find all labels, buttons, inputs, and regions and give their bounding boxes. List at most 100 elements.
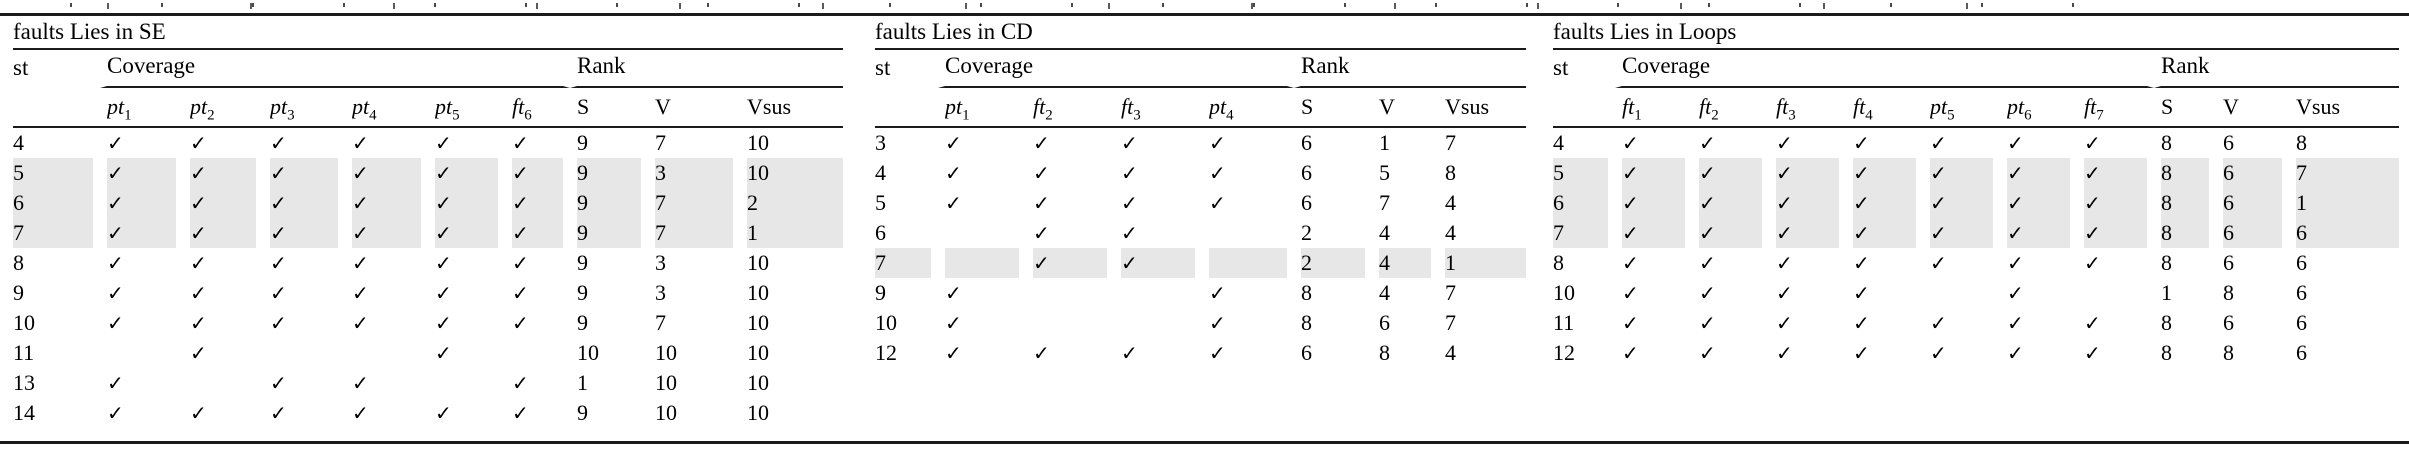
check-cell: ✓: [2000, 308, 2077, 338]
check-cell: ✓: [938, 158, 1026, 188]
empty-check-cell: [938, 218, 1026, 248]
test-var-label: ft: [1121, 94, 1134, 119]
rank-cell: 6: [2216, 308, 2289, 338]
rank-cell: 4: [1438, 218, 1526, 248]
empty-check-cell: [1114, 308, 1202, 338]
st-cell: 3: [875, 128, 938, 158]
rank-cell: 6: [2216, 248, 2289, 278]
check-cell: ✓: [428, 158, 505, 188]
rank-cell: 8: [2154, 248, 2216, 278]
table-row-st-3: 3 ✓ ✓ ✓ ✓ 6 1 7: [875, 128, 1526, 158]
col-header-ft7: ft7: [2077, 88, 2154, 126]
table-row-st-4: 4 ✓ ✓ ✓ ✓ 6 5 8: [875, 158, 1526, 188]
check-cell: ✓: [2077, 158, 2154, 188]
check-cell: ✓: [1114, 248, 1202, 278]
rank-cell: 9: [570, 128, 648, 158]
rank-cell: 1: [2154, 278, 2216, 308]
st-header: st: [13, 50, 100, 88]
test-var-subscript: 1: [962, 107, 970, 124]
check-cell: ✓: [100, 398, 183, 428]
st-cell: 10: [13, 308, 100, 338]
col-header-v: V: [2216, 88, 2289, 126]
st-header-spacer: [13, 88, 100, 126]
table-row-st-8: 8 ✓ ✓ ✓ ✓ ✓ ✓ 9 3 10: [13, 248, 843, 278]
col-header-ft6: ft6: [505, 88, 570, 126]
check-cell: ✓: [183, 218, 263, 248]
check-cell: ✓: [345, 308, 428, 338]
st-cell: 12: [1553, 338, 1615, 368]
check-cell: ✓: [1923, 218, 2000, 248]
check-cell: ✓: [1114, 338, 1202, 368]
check-cell: ✓: [100, 368, 183, 398]
table-row-st-9: 9 ✓ ✓ 8 4 7: [875, 278, 1526, 308]
check-cell: ✓: [1923, 128, 2000, 158]
rank-cell: 8: [2154, 128, 2216, 158]
rank-cell: 4: [1438, 338, 1526, 368]
check-cell: ✓: [2077, 218, 2154, 248]
rank-cell: 2: [1294, 218, 1372, 248]
rank-cell: 10: [740, 278, 843, 308]
rank-cell: 3: [648, 248, 740, 278]
check-cell: ✓: [1615, 128, 1692, 158]
check-cell: ✓: [1026, 248, 1114, 278]
test-var-subscript: 5: [452, 107, 460, 124]
st-cell: 11: [1553, 308, 1615, 338]
check-cell: ✓: [938, 308, 1026, 338]
test-var-label: ft: [1033, 94, 1046, 119]
column-header-row: pt1 pt2 pt3 pt4 pt5 ft6 S V Vsus: [13, 88, 843, 126]
rank-cell: 10: [740, 368, 843, 398]
st-cell: 5: [13, 158, 100, 188]
check-cell: ✓: [2000, 158, 2077, 188]
empty-check-cell: [345, 338, 428, 368]
test-var-label: ft: [512, 94, 525, 119]
check-cell: ✓: [1202, 128, 1294, 158]
st-cell: 9: [875, 278, 938, 308]
col-header-ft3: ft3: [1114, 88, 1202, 126]
rank-cell: 9: [570, 278, 648, 308]
faults-table-loops: st Coverage Rank ft1 ft2 ft3 ft4 pt5 pt6 ft7 S V Vsu…: [1553, 48, 2399, 368]
col-header-pt5: pt5: [1923, 88, 2000, 126]
st-cell: 4: [13, 128, 100, 158]
group-header-row: st Coverage Rank: [875, 50, 1526, 88]
col-header-pt3: pt3: [263, 88, 345, 126]
check-cell: ✓: [345, 278, 428, 308]
rank-group-header: Rank: [2154, 50, 2399, 88]
rank-cell: 4: [1438, 188, 1526, 218]
st-header: st: [1553, 50, 1615, 88]
check-cell: ✓: [428, 278, 505, 308]
rank-cell: 10: [740, 158, 843, 188]
table-row-st-8: 8 ✓ ✓ ✓ ✓ ✓ ✓ ✓ 8 6 6: [1553, 248, 2399, 278]
col-header-v: V: [1372, 88, 1438, 126]
rank-cell: 8: [2154, 308, 2216, 338]
rank-cell: 1: [740, 218, 843, 248]
empty-check-cell: [428, 368, 505, 398]
rank-cell: 9: [570, 248, 648, 278]
rank-cell: 1: [1372, 128, 1438, 158]
check-cell: ✓: [100, 308, 183, 338]
test-var-subscript: 7: [2096, 107, 2104, 124]
check-cell: ✓: [2000, 218, 2077, 248]
column-header-row: pt1 ft2 ft3 pt4 S V Vsus: [875, 88, 1526, 126]
group-header-row: st Coverage Rank: [1553, 50, 2399, 88]
rank-cell: 7: [648, 188, 740, 218]
empty-check-cell: [1202, 248, 1294, 278]
check-cell: ✓: [1692, 128, 1769, 158]
table-title-cd: faults Lies in CD: [875, 19, 1033, 44]
test-var-subscript: 6: [524, 107, 532, 124]
empty-check-cell: [1114, 278, 1202, 308]
group-header-row: st Coverage Rank: [13, 50, 843, 88]
table-row-st-5: 5 ✓ ✓ ✓ ✓ ✓ ✓ ✓ 8 6 7: [1553, 158, 2399, 188]
check-cell: ✓: [2000, 278, 2077, 308]
coverage-group-header: Coverage: [1615, 50, 2154, 88]
rank-cell: 10: [648, 398, 740, 428]
rank-cell: 3: [648, 158, 740, 188]
rank-cell: 8: [2154, 158, 2216, 188]
rank-cell: 9: [570, 188, 648, 218]
subtable-cd: faults Lies in CD st Coverage Rank pt1 ft2 ft3…: [875, 16, 1526, 368]
col-header-vsus: Vsus: [1438, 88, 1526, 126]
check-cell: ✓: [263, 308, 345, 338]
check-cell: ✓: [1923, 158, 2000, 188]
rank-cell: 9: [570, 308, 648, 338]
rank-cell: 4: [1372, 278, 1438, 308]
